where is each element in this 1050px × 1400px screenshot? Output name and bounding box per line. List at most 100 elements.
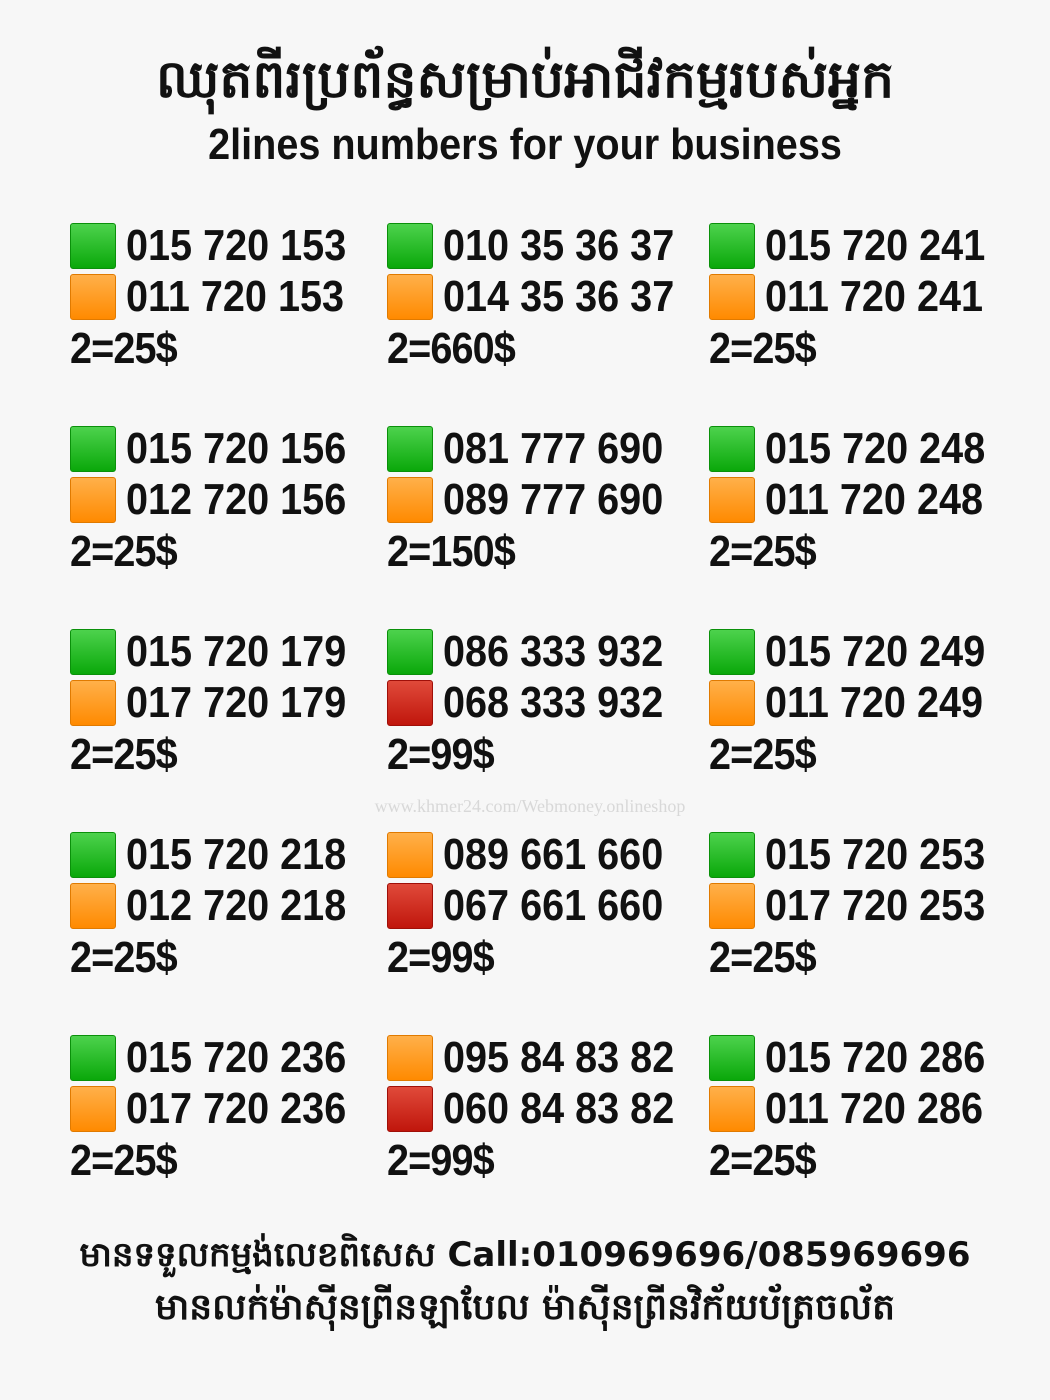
phone-number: 086 333 932 (443, 627, 664, 676)
green-square-icon (70, 832, 116, 878)
orange-square-icon (387, 1035, 433, 1081)
phone-line: 015 720 249 (709, 628, 1010, 676)
orange-square-icon (709, 680, 755, 726)
price: 2=25$ (709, 324, 817, 373)
number-pair-block: 015 720 218 012 720 218 2=25$ (70, 831, 390, 991)
orange-square-icon (387, 832, 433, 878)
phone-line: 017 720 253 (709, 882, 1010, 930)
price: 2=25$ (70, 730, 178, 779)
green-square-icon (709, 426, 755, 472)
phone-number: 012 720 218 (126, 881, 347, 930)
green-square-icon (709, 832, 755, 878)
price: 2=99$ (387, 933, 495, 982)
phone-number: 011 720 248 (765, 475, 984, 524)
phone-line: 089 661 660 (387, 831, 688, 879)
phone-line: 015 720 241 (709, 222, 1010, 270)
green-square-icon (709, 629, 755, 675)
phone-number: 095 84 83 82 (443, 1033, 675, 1082)
number-pair-block: 015 720 253 017 720 253 2=25$ (709, 831, 1029, 991)
phone-number: 011 720 153 (126, 272, 345, 321)
phone-number: 014 35 36 37 (443, 272, 675, 321)
price: 2=25$ (70, 1136, 178, 1185)
phone-number: 089 661 660 (443, 830, 664, 879)
phone-number: 067 661 660 (443, 881, 664, 930)
red-square-icon (387, 1086, 433, 1132)
number-pair-block: 089 661 660 067 661 660 2=99$ (387, 831, 707, 991)
phone-line: 015 720 248 (709, 425, 1010, 473)
phone-number: 068 333 932 (443, 678, 664, 727)
orange-square-icon (709, 477, 755, 523)
red-square-icon (387, 680, 433, 726)
green-square-icon (387, 629, 433, 675)
number-pair-block: 015 720 236 017 720 236 2=25$ (70, 1034, 390, 1194)
phone-line: 060 84 83 82 (387, 1085, 700, 1133)
phone-number: 011 720 241 (765, 272, 984, 321)
phone-line: 081 777 690 (387, 425, 688, 473)
green-square-icon (70, 223, 116, 269)
phone-line: 011 720 249 (709, 679, 1007, 727)
orange-square-icon (70, 1086, 116, 1132)
price: 2=660$ (387, 324, 516, 373)
orange-square-icon (387, 477, 433, 523)
phone-line: 015 720 218 (70, 831, 371, 879)
number-pair-block: 015 720 248 011 720 248 2=25$ (709, 425, 1029, 585)
orange-square-icon (709, 1086, 755, 1132)
red-square-icon (387, 883, 433, 929)
phone-number: 011 720 286 (765, 1084, 984, 1133)
phone-number: 015 720 236 (126, 1033, 347, 1082)
number-pair-block: 015 720 241 011 720 241 2=25$ (709, 222, 1029, 382)
phone-line: 011 720 248 (709, 476, 1007, 524)
number-pair-block: 081 777 690 089 777 690 2=150$ (387, 425, 707, 585)
green-square-icon (709, 223, 755, 269)
phone-line: 012 720 156 (70, 476, 371, 524)
orange-square-icon (709, 274, 755, 320)
phone-number: 017 720 236 (126, 1084, 347, 1133)
orange-square-icon (387, 274, 433, 320)
orange-square-icon (709, 883, 755, 929)
orange-square-icon (70, 680, 116, 726)
price: 2=25$ (709, 730, 817, 779)
phone-line: 015 720 286 (709, 1034, 1010, 1082)
orange-square-icon (70, 274, 116, 320)
price: 2=25$ (70, 324, 178, 373)
phone-line: 068 333 932 (387, 679, 688, 727)
phone-number: 060 84 83 82 (443, 1084, 675, 1133)
orange-square-icon (70, 883, 116, 929)
green-square-icon (387, 223, 433, 269)
phone-number: 015 720 153 (126, 221, 347, 270)
title-khmer: ឈុតពីរប្រព័ន្ធសម្រាប់អាជីវកម្មរបស់អ្នក (155, 50, 895, 110)
phone-number: 015 720 249 (765, 627, 986, 676)
phone-number: 015 720 286 (765, 1033, 986, 1082)
footer-printers: មានលក់ម៉ាស៊ីនព្រីនឡាបែល ម៉ាស៊ីនព្រីនវិក័… (155, 1287, 895, 1328)
price: 2=99$ (387, 1136, 495, 1185)
phone-number: 015 720 218 (126, 830, 347, 879)
price: 2=99$ (387, 730, 495, 779)
phone-number: 011 720 249 (765, 678, 984, 727)
phone-number: 015 720 156 (126, 424, 347, 473)
phone-number: 015 720 179 (126, 627, 347, 676)
phone-number: 015 720 253 (765, 830, 986, 879)
number-pair-block: 015 720 286 011 720 286 2=25$ (709, 1034, 1029, 1194)
phone-line: 015 720 179 (70, 628, 371, 676)
green-square-icon (70, 1035, 116, 1081)
green-square-icon (387, 426, 433, 472)
phone-line: 010 35 36 37 (387, 222, 700, 270)
green-square-icon (70, 426, 116, 472)
phone-line: 012 720 218 (70, 882, 371, 930)
green-square-icon (70, 629, 116, 675)
number-pair-block: 015 720 179 017 720 179 2=25$ (70, 628, 390, 788)
number-pair-block: 095 84 83 82 060 84 83 82 2=99$ (387, 1034, 707, 1194)
orange-square-icon (70, 477, 116, 523)
phone-number: 015 720 241 (765, 221, 986, 270)
phone-line: 011 720 286 (709, 1085, 1007, 1133)
phone-line: 015 720 153 (70, 222, 371, 270)
phone-line: 095 84 83 82 (387, 1034, 700, 1082)
price: 2=25$ (70, 933, 178, 982)
phone-number: 017 720 179 (126, 678, 347, 727)
price: 2=150$ (387, 527, 516, 576)
phone-number: 012 720 156 (126, 475, 347, 524)
watermark: www.khmer24.com/Webmoney.onlineshop (374, 796, 686, 816)
phone-number: 017 720 253 (765, 881, 986, 930)
phone-line: 086 333 932 (387, 628, 688, 676)
phone-line: 015 720 236 (70, 1034, 371, 1082)
